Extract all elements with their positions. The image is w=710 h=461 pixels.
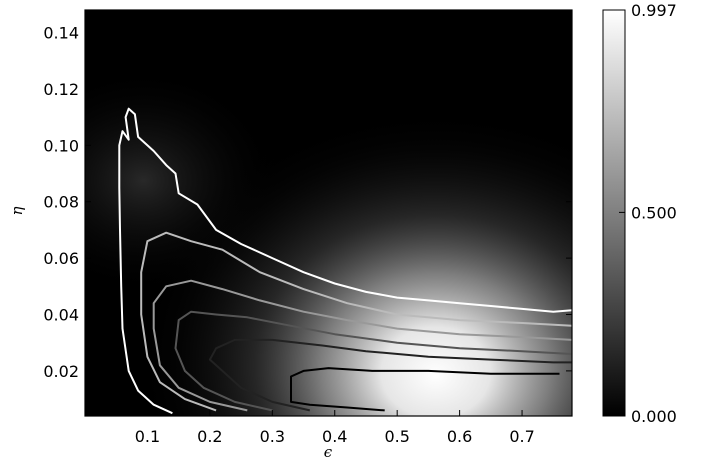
colorbar: 0.000 0.500 0.997	[602, 1, 677, 426]
contour-line-4	[208, 338, 572, 412]
heatmap-glow-core	[85, 10, 572, 416]
y-tick-label-2: 0.06	[43, 249, 79, 268]
y-tick-label-3: 0.08	[43, 193, 79, 212]
x-axis-label: ϵ	[324, 443, 333, 461]
contour-line-5	[290, 367, 560, 412]
x-axis: 0.1 0.2 0.3 0.4 0.5 0.6 0.7	[135, 10, 535, 446]
x-tick-label-3: 0.4	[322, 427, 347, 446]
colorbar-ticks: 0.000 0.500 0.997	[619, 1, 677, 426]
x-tick-label-6: 0.7	[509, 427, 534, 446]
x-tick-label-2: 0.3	[260, 427, 285, 446]
x-tick-label-4: 0.5	[384, 427, 409, 446]
colorbar-tick-label-2: 0.997	[631, 1, 677, 20]
x-tick-label-5: 0.6	[447, 427, 472, 446]
contour-line-2	[152, 279, 572, 412]
y-tick-label-5: 0.12	[43, 80, 79, 99]
plot-area: 0.1 0.2 0.3 0.4 0.5 0.6 0.7 0.020.040.060.080.…	[8, 9, 573, 461]
y-tick-label-0: 0.02	[43, 362, 79, 381]
y-tick-label-4: 0.10	[43, 136, 79, 155]
colorbar-gradient	[602, 9, 626, 417]
contour-lines	[118, 107, 572, 415]
plot-frame	[84, 9, 573, 417]
colorbar-tick-label-1: 0.500	[631, 203, 677, 222]
contour-line-1	[140, 231, 572, 412]
x-tick-label-1: 0.2	[197, 427, 222, 446]
y-tick-label-6: 0.14	[43, 24, 79, 43]
contour-line-3	[174, 310, 572, 412]
y-tick-label-1: 0.04	[43, 306, 79, 325]
contour-line-0	[118, 107, 572, 415]
y-axis: 0.02 0.04 0.06 0.08 0.10 0.12 0.14	[43, 24, 572, 381]
colorbar-tick-label-0: 0.000	[631, 407, 677, 426]
y-axis-label: η	[8, 207, 26, 216]
x-tick-label-0: 0.1	[135, 427, 160, 446]
